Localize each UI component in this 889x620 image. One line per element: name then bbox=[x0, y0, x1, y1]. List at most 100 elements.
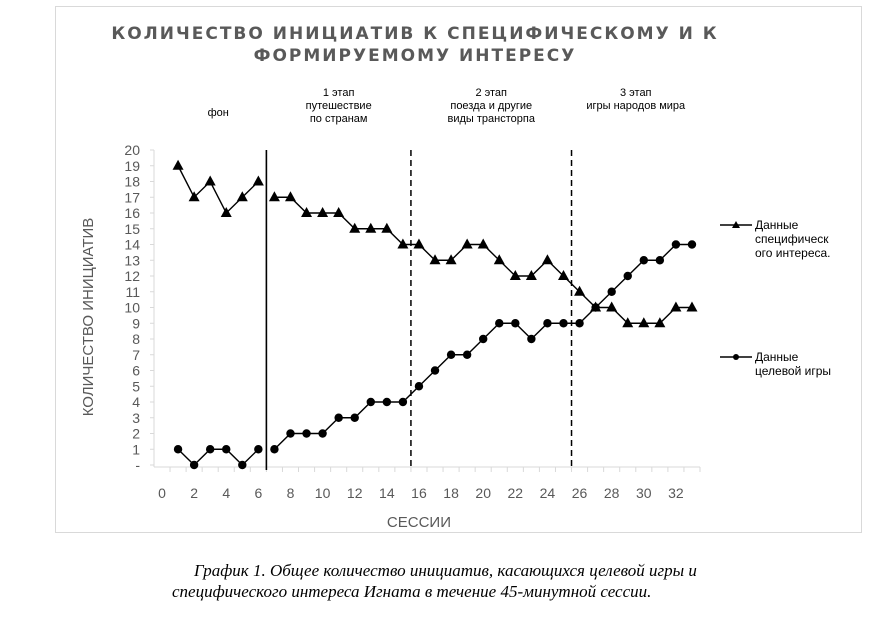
x-tick-label: 28 bbox=[604, 485, 620, 501]
data-point-circle bbox=[511, 319, 520, 328]
data-point-triangle bbox=[220, 207, 232, 217]
data-point-circle bbox=[414, 382, 424, 391]
phase-label: по странам bbox=[310, 113, 368, 125]
legend-circle-icon bbox=[733, 354, 739, 360]
data-point-triangle bbox=[413, 238, 425, 249]
data-point-triangle bbox=[654, 317, 666, 328]
x-tick-label: 16 bbox=[411, 485, 427, 501]
caption-line-2: специфического интереса Игната в течение… bbox=[172, 582, 652, 601]
series-line-triangle bbox=[177, 165, 259, 215]
chart-title-line: КОЛИЧЕСТВО ИНИЦИАТИВ К СПЕЦИФИЧЕСКОМУ И … bbox=[111, 24, 718, 44]
legend-triangle-icon bbox=[732, 221, 740, 228]
data-point-triangle bbox=[333, 207, 345, 217]
legend-label: специфическ bbox=[755, 232, 829, 246]
data-point-circle bbox=[591, 303, 600, 312]
y-tick-label: 3 bbox=[132, 410, 140, 426]
y-tick-label: 7 bbox=[132, 347, 140, 363]
x-tick-label: 24 bbox=[540, 485, 556, 501]
data-point-circle bbox=[559, 319, 568, 328]
x-tick-label: 0 bbox=[158, 485, 166, 501]
x-tick-label: 30 bbox=[636, 485, 652, 501]
phase-label: игры народов мира bbox=[586, 100, 686, 112]
data-point-circle bbox=[639, 256, 648, 265]
y-tick-label: 11 bbox=[125, 284, 140, 300]
data-point-circle bbox=[334, 413, 343, 422]
y-tick-label: - bbox=[135, 457, 140, 473]
y-tick-label: 8 bbox=[132, 331, 140, 347]
y-tick-label: 6 bbox=[132, 363, 140, 379]
data-point-circle bbox=[623, 271, 632, 281]
x-tick-label: 6 bbox=[254, 485, 262, 501]
data-point-triangle bbox=[461, 238, 473, 249]
data-point-circle bbox=[382, 397, 392, 407]
chart-title-line: ФОРМИРУЕМОМУ ИНТЕРЕСУ bbox=[254, 46, 577, 66]
data-point-triangle bbox=[236, 191, 248, 202]
x-tick-label: 8 bbox=[287, 485, 295, 501]
data-point-circle bbox=[479, 334, 488, 344]
x-tick-label: 18 bbox=[443, 485, 459, 501]
data-point-triangle bbox=[301, 207, 313, 217]
data-point-circle bbox=[286, 429, 295, 438]
data-point-circle bbox=[205, 445, 215, 454]
data-point-circle bbox=[318, 429, 327, 438]
y-tick-label: 2 bbox=[132, 426, 140, 442]
y-tick-label: 13 bbox=[124, 252, 140, 268]
data-point-circle bbox=[495, 319, 504, 328]
x-tick-label: 12 bbox=[347, 485, 363, 501]
data-point-circle bbox=[398, 397, 408, 407]
y-tick-label: 12 bbox=[124, 268, 140, 284]
data-point-circle bbox=[350, 413, 359, 422]
caption-line-1: График 1. Общее количество инициатив, ка… bbox=[194, 561, 697, 580]
legend-label: ого интереса. bbox=[755, 246, 831, 260]
data-point-triangle bbox=[252, 175, 264, 186]
data-point-circle bbox=[655, 256, 665, 265]
y-tick-label: 15 bbox=[124, 221, 140, 237]
y-tick-label: 20 bbox=[124, 142, 140, 158]
y-tick-label: 14 bbox=[124, 237, 140, 253]
data-point-circle bbox=[430, 366, 440, 375]
x-tick-label: 32 bbox=[668, 485, 684, 501]
data-point-triangle bbox=[558, 270, 569, 280]
x-tick-label: 14 bbox=[379, 485, 395, 501]
data-point-circle bbox=[302, 429, 311, 438]
data-point-triangle bbox=[606, 301, 618, 312]
y-tick-label: 9 bbox=[132, 315, 140, 331]
data-point-triangle bbox=[268, 191, 280, 202]
data-point-triangle bbox=[349, 222, 361, 233]
data-point-circle bbox=[671, 240, 681, 249]
series-line-circle bbox=[177, 448, 259, 466]
data-point-triangle bbox=[445, 254, 457, 265]
data-point-triangle bbox=[541, 254, 553, 265]
data-point-triangle bbox=[477, 238, 489, 249]
x-tick-label: 26 bbox=[572, 485, 588, 501]
data-point-triangle bbox=[317, 207, 329, 217]
data-point-triangle bbox=[188, 191, 200, 202]
x-tick-label: 22 bbox=[508, 485, 524, 501]
y-tick-label: 19 bbox=[124, 158, 140, 174]
y-tick-label: 5 bbox=[132, 378, 140, 394]
y-tick-label: 4 bbox=[132, 394, 140, 410]
phase-label: фон bbox=[208, 107, 229, 119]
y-tick-label: 10 bbox=[124, 300, 140, 316]
legend-label: Данные bbox=[755, 218, 799, 232]
x-axis-title: СЕССИИ bbox=[387, 514, 451, 531]
data-point-circle bbox=[189, 460, 199, 470]
data-point-triangle bbox=[172, 159, 184, 170]
data-point-triangle bbox=[365, 222, 377, 233]
data-point-circle bbox=[607, 287, 616, 296]
phase-label: 2 этап bbox=[475, 87, 507, 99]
data-point-triangle bbox=[493, 254, 505, 265]
figure-caption: График 1. Общее количество инициатив, ка… bbox=[172, 560, 832, 602]
data-point-triangle bbox=[525, 270, 537, 280]
chart-frame bbox=[55, 6, 862, 533]
y-tick-label: 16 bbox=[124, 205, 140, 221]
data-point-circle bbox=[366, 397, 375, 407]
data-point-triangle bbox=[397, 238, 409, 249]
phase-label: виды трансторпа bbox=[448, 113, 536, 125]
data-point-circle bbox=[462, 350, 472, 359]
x-tick-label: 4 bbox=[222, 485, 230, 501]
phase-label: поезда и другие bbox=[450, 100, 532, 112]
data-point-circle bbox=[543, 319, 552, 328]
data-point-circle bbox=[254, 445, 263, 454]
